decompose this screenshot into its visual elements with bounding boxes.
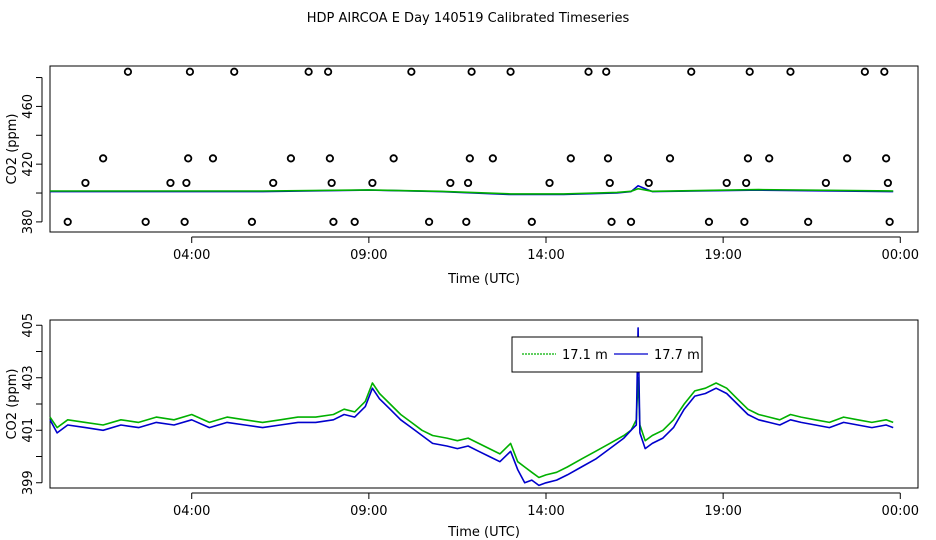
data-point bbox=[626, 217, 636, 226]
bottom-x-axis-label: Time (UTC) bbox=[447, 525, 520, 540]
data-point bbox=[665, 154, 675, 163]
data-point bbox=[804, 217, 813, 226]
data-point bbox=[506, 67, 515, 76]
data-point bbox=[327, 178, 336, 188]
data-point bbox=[166, 178, 175, 188]
data-point bbox=[743, 154, 753, 163]
legend: 17.1 m 17.7 m bbox=[511, 336, 703, 373]
legend-label-green: 17.1 m bbox=[562, 348, 608, 363]
x-tick-label: 14:00 bbox=[527, 248, 564, 263]
data-point bbox=[603, 154, 613, 163]
x-tick-label: 19:00 bbox=[704, 504, 741, 519]
series-line-green bbox=[50, 187, 894, 195]
data-point bbox=[368, 178, 377, 188]
data-point bbox=[745, 67, 754, 76]
figure-title: HDP AIRCOA E Day 140519 Calibrated Times… bbox=[307, 11, 630, 26]
data-point bbox=[350, 217, 359, 226]
data-point bbox=[644, 178, 653, 188]
data-point bbox=[182, 178, 191, 188]
data-point bbox=[389, 154, 398, 163]
data-point bbox=[742, 178, 751, 188]
data-point bbox=[99, 154, 108, 163]
data-point bbox=[880, 67, 889, 76]
x-tick-label: 09:00 bbox=[350, 248, 387, 263]
data-point bbox=[184, 154, 193, 163]
data-point bbox=[329, 217, 338, 226]
top-x-axis-label: Time (UTC) bbox=[447, 272, 520, 287]
data-point bbox=[545, 178, 554, 188]
data-point bbox=[63, 217, 72, 226]
bottom-plot-frame bbox=[49, 319, 919, 489]
data-point bbox=[286, 154, 296, 163]
x-tick-label: 19:00 bbox=[704, 248, 741, 263]
y-tick-label: 403 bbox=[21, 365, 36, 390]
data-point bbox=[141, 217, 150, 226]
data-point bbox=[424, 217, 434, 226]
data-point bbox=[407, 67, 416, 76]
data-point bbox=[740, 217, 749, 226]
bottom-panel: Time (UTC) CO2 (ppm) 04:00 09:00 14:00 19:0… bbox=[5, 313, 919, 540]
x-tick-label: 00:00 bbox=[882, 248, 919, 263]
data-point bbox=[602, 67, 611, 76]
x-tick-label: 04:00 bbox=[173, 248, 210, 263]
data-point bbox=[324, 67, 333, 76]
data-point bbox=[463, 178, 473, 188]
bottom-y-axis-label: CO2 (ppm) bbox=[5, 368, 20, 439]
data-point bbox=[722, 178, 731, 188]
data-point bbox=[247, 217, 257, 226]
data-point bbox=[860, 67, 869, 76]
data-point bbox=[821, 178, 830, 188]
data-point bbox=[446, 178, 455, 188]
series-line-blue bbox=[49, 327, 894, 487]
data-point bbox=[882, 154, 891, 163]
series-line-green bbox=[49, 376, 894, 479]
top-panel: Time (UTC) CO2 (ppm) 04:00 09:00 14:00 19:0… bbox=[5, 65, 919, 287]
top-plot-frame bbox=[49, 65, 919, 233]
data-point bbox=[180, 217, 189, 226]
y-tick-label: 399 bbox=[21, 470, 36, 495]
data-point bbox=[467, 67, 476, 76]
data-point bbox=[230, 67, 239, 76]
data-point bbox=[325, 154, 334, 163]
data-point bbox=[185, 67, 195, 76]
data-point bbox=[786, 67, 795, 76]
y-tick-label: 380 bbox=[21, 209, 36, 234]
data-point bbox=[843, 154, 852, 163]
data-point bbox=[607, 217, 616, 226]
data-point bbox=[704, 217, 714, 226]
data-point bbox=[885, 217, 894, 226]
data-point bbox=[765, 154, 774, 163]
y-tick-label: 420 bbox=[21, 152, 36, 177]
data-point bbox=[605, 178, 614, 188]
data-point bbox=[527, 217, 536, 226]
x-tick-label: 09:00 bbox=[350, 504, 387, 519]
data-point bbox=[123, 67, 133, 76]
y-tick-label: 405 bbox=[21, 313, 36, 338]
x-tick-label: 14:00 bbox=[527, 504, 564, 519]
data-point bbox=[566, 154, 575, 163]
x-tick-label: 04:00 bbox=[173, 504, 210, 519]
data-point bbox=[269, 178, 278, 188]
data-point bbox=[883, 178, 892, 188]
data-point bbox=[462, 217, 471, 226]
data-point bbox=[488, 154, 497, 163]
y-tick-label: 401 bbox=[21, 418, 36, 443]
x-tick-label: 00:00 bbox=[882, 504, 919, 519]
data-point bbox=[208, 154, 218, 163]
legend-label-blue: 17.7 m bbox=[654, 348, 700, 363]
data-point bbox=[81, 178, 90, 188]
data-point bbox=[584, 67, 593, 76]
data-point bbox=[465, 154, 474, 163]
y-tick-label: 460 bbox=[21, 94, 36, 119]
top-y-axis-label: CO2 (ppm) bbox=[5, 113, 20, 184]
data-point bbox=[687, 67, 696, 76]
data-point bbox=[304, 67, 313, 76]
